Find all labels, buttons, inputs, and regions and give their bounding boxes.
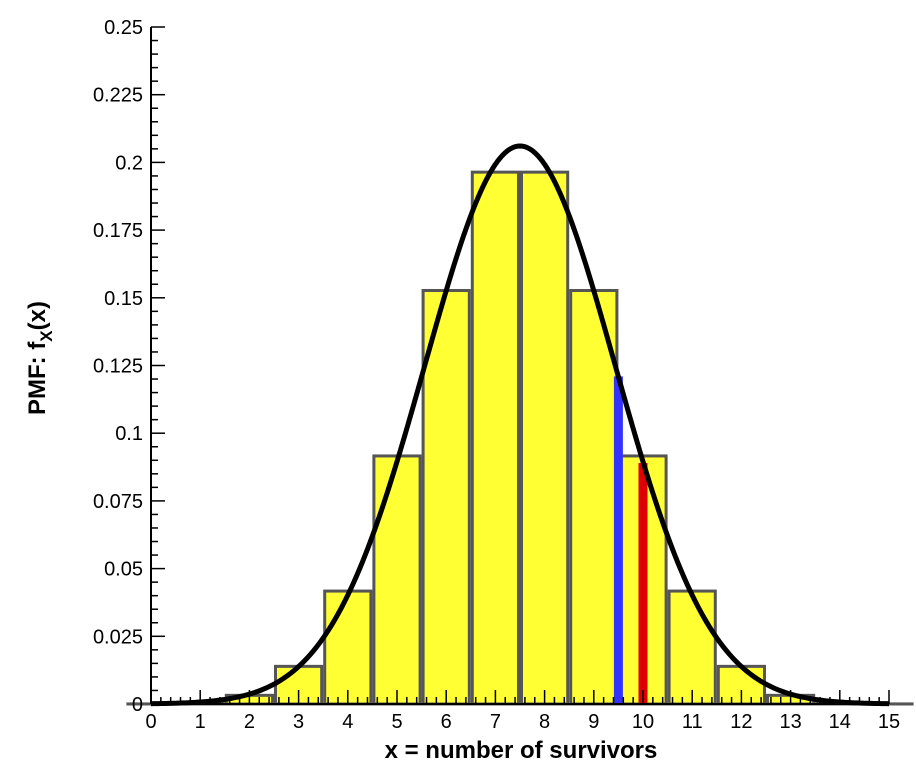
- y-tick-label: 0.15: [104, 288, 143, 310]
- y-tick-label: 0: [132, 694, 143, 716]
- x-tick-label: 8: [539, 711, 550, 733]
- pmf-bar: [323, 589, 373, 706]
- y-tick-label: 0.175: [93, 220, 143, 242]
- y-axis-title-tail: (x): [24, 301, 51, 330]
- x-ticks-group: 0 1 2 3 4 5 6 7 8 9 10 11 12 13 14 15: [145, 690, 900, 733]
- y-tick-label: 0.075: [93, 491, 143, 513]
- x-tick-label: 0: [145, 711, 156, 733]
- x-tick-label: 5: [391, 711, 402, 733]
- x-axis-title: x = number of survivors: [385, 737, 658, 764]
- x-tick-label: 1: [195, 711, 206, 733]
- y-tick-label: 0.2: [115, 152, 143, 174]
- pmf-bar: [520, 170, 570, 706]
- x-tick-label: 6: [441, 711, 452, 733]
- x-tick-label: 13: [779, 711, 801, 733]
- y-tick-label: 0.25: [104, 17, 143, 39]
- y-axis-title: PMF: fX(x): [24, 301, 56, 415]
- x-tick-label: 9: [588, 711, 599, 733]
- x-tick-label: 11: [682, 711, 703, 733]
- x-tick-label: 2: [244, 711, 255, 733]
- y-axis-title-main: PMF: f: [24, 341, 51, 415]
- normal-curve: [150, 143, 890, 707]
- highlights-group: [613, 376, 648, 704]
- x-tick-label: 4: [342, 711, 353, 733]
- pmf-bar: [470, 170, 520, 706]
- y-tick-label: 0.05: [104, 559, 143, 581]
- bars-group: [126, 170, 914, 706]
- y-axis-title-subscript: X: [37, 330, 56, 342]
- x-tick-label: 10: [632, 711, 654, 733]
- y-ticks-group: 0 0.025 0.05 0.075 0.1 0.125 0.15 0.175 0.2 0.225…: [93, 17, 165, 716]
- y-tick-label: 0.025: [93, 626, 143, 648]
- y-tick-label: 0.125: [93, 356, 143, 378]
- pmf-bar: [667, 589, 717, 706]
- x-tick-label: 3: [293, 711, 304, 733]
- x-tick-label: 15: [878, 711, 900, 733]
- pmf-bar: [372, 454, 422, 706]
- x-tick-label: 14: [829, 711, 851, 733]
- y-tick-label: 0.1: [115, 423, 143, 445]
- x-tick-label: 12: [730, 711, 752, 733]
- y-tick-label: 0.225: [93, 85, 143, 107]
- x-tick-label: 7: [490, 711, 501, 733]
